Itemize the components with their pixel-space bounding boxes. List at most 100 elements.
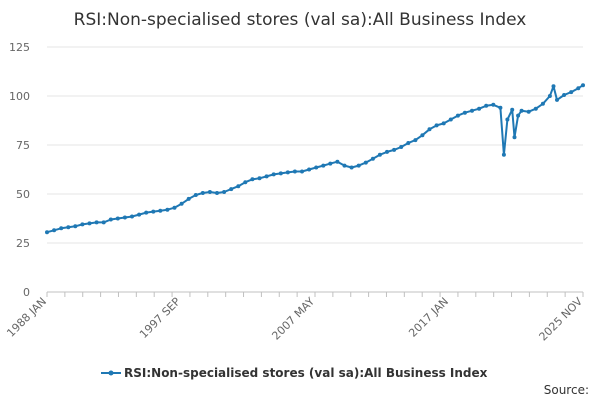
legend-marker xyxy=(108,370,114,376)
data-point xyxy=(562,93,567,97)
data-point xyxy=(533,106,538,111)
data-point xyxy=(215,191,219,195)
data-point xyxy=(491,102,496,107)
data-point xyxy=(122,215,127,220)
data-point xyxy=(73,224,78,229)
data-point xyxy=(406,141,411,145)
data-point xyxy=(462,110,467,115)
data-point xyxy=(477,106,482,111)
data-point xyxy=(448,117,453,122)
data-point xyxy=(144,210,149,215)
data-point xyxy=(547,94,552,98)
data-point xyxy=(243,180,248,185)
data-point xyxy=(335,159,340,164)
data-point xyxy=(501,152,506,157)
source-label: Source: xyxy=(544,383,589,397)
data-point xyxy=(413,138,418,143)
data-point xyxy=(576,86,581,91)
data-point xyxy=(137,212,142,217)
y-tick-label: 100 xyxy=(9,90,30,103)
data-point xyxy=(257,176,262,181)
data-point xyxy=(193,193,198,197)
data-point xyxy=(349,165,354,170)
data-point xyxy=(94,220,99,225)
data-point xyxy=(101,220,106,225)
y-axis: 0 25 50 75 100 125 xyxy=(9,41,30,299)
data-point xyxy=(455,113,460,118)
data-point xyxy=(66,225,71,230)
data-point xyxy=(498,105,503,110)
data-point xyxy=(45,230,49,235)
data-point xyxy=(200,191,205,195)
data-point xyxy=(271,172,276,177)
grid-lines xyxy=(47,46,583,293)
data-point xyxy=(526,109,531,114)
data-point xyxy=(484,103,489,108)
x-axis: 1988 JAN 1997 SEP 2007 MAY 2017 JAN 2025 NOV xyxy=(4,291,586,344)
data-point xyxy=(115,216,120,221)
data-point xyxy=(434,123,439,128)
data-point xyxy=(370,156,375,161)
data-point xyxy=(581,83,585,88)
data-point xyxy=(569,90,574,95)
data-point xyxy=(207,190,212,194)
y-tick-label: 125 xyxy=(9,41,30,54)
data-point xyxy=(165,207,170,212)
data-point xyxy=(512,135,517,140)
data-point xyxy=(377,152,382,157)
x-tick-label: 2025 NOV xyxy=(537,295,586,344)
series-group xyxy=(45,83,585,235)
data-point xyxy=(300,169,304,174)
data-point xyxy=(229,187,234,192)
chart-title: RSI:Non-specialised stores (val sa):All … xyxy=(74,10,527,30)
data-point xyxy=(441,121,446,126)
data-point xyxy=(250,177,255,182)
data-point xyxy=(292,169,297,174)
x-tick-label: 1997 SEP xyxy=(137,295,183,341)
data-point xyxy=(307,167,312,172)
data-point xyxy=(363,160,368,165)
data-point xyxy=(356,163,361,168)
data-point xyxy=(130,214,134,219)
data-point xyxy=(328,161,333,166)
data-point xyxy=(551,84,556,89)
y-tick-label: 50 xyxy=(16,188,30,201)
data-point xyxy=(470,108,474,113)
data-point xyxy=(420,133,425,138)
data-point xyxy=(87,221,92,226)
data-point xyxy=(59,226,64,231)
data-point xyxy=(172,205,177,210)
data-point xyxy=(179,201,184,206)
data-point xyxy=(505,117,510,122)
data-point xyxy=(222,190,227,194)
legend-label: RSI:Non-specialised stores (val sa):All … xyxy=(124,366,488,380)
data-point xyxy=(519,108,524,113)
data-point xyxy=(158,208,163,213)
data-point xyxy=(151,209,156,214)
x-tick-label: 2017 JAN xyxy=(406,295,451,340)
series-line xyxy=(46,84,584,234)
data-point xyxy=(52,228,57,233)
data-point xyxy=(510,107,515,112)
y-tick-label: 75 xyxy=(16,139,30,152)
x-tick-label: 2007 MAY xyxy=(269,295,317,343)
data-point xyxy=(236,184,241,189)
data-point xyxy=(399,145,404,149)
data-point xyxy=(385,149,389,154)
data-point xyxy=(108,217,113,222)
data-point xyxy=(342,163,347,168)
data-point xyxy=(278,171,283,176)
data-point xyxy=(321,163,326,168)
data-point xyxy=(80,222,85,227)
data-point xyxy=(427,127,432,132)
data-point xyxy=(314,165,319,170)
data-point xyxy=(264,174,269,179)
data-point xyxy=(555,97,559,102)
data-point xyxy=(516,113,521,118)
data-point xyxy=(186,196,191,201)
data-point xyxy=(392,147,397,152)
y-tick-label: 0 xyxy=(23,286,30,299)
legend[interactable]: RSI:Non-specialised stores (val sa):All … xyxy=(101,366,488,380)
x-tick-label: 1988 JAN xyxy=(4,295,49,340)
